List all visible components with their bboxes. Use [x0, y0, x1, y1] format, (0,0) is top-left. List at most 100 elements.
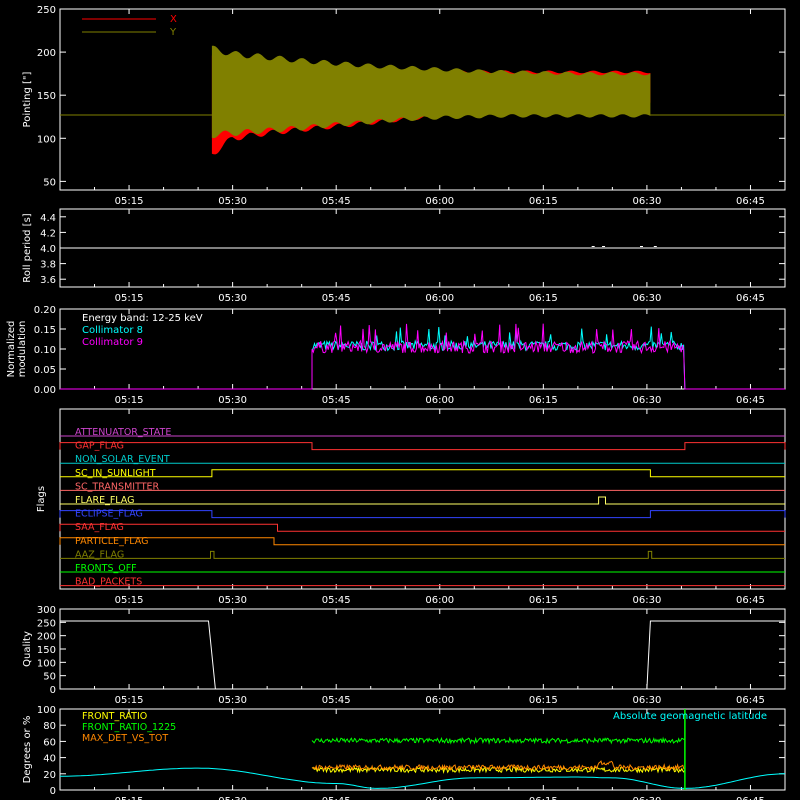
quality-ytick-label: 250	[37, 618, 56, 629]
roll-ytick-label: 3.6	[40, 275, 56, 286]
roll-xtick-label: 05:30	[218, 293, 247, 304]
quality-line	[60, 620, 785, 690]
pointing-xtick-label: 05:15	[115, 196, 144, 207]
pointing-xtick-label: 06:00	[425, 196, 454, 207]
ratios-legend-2: FRONT_RATIO_1225	[82, 722, 176, 733]
modulation-xtick-label: 05:30	[218, 395, 247, 406]
modulation-ylabel-line2: modulation	[17, 321, 28, 378]
ratios-xtick-label: 05:45	[322, 796, 351, 800]
flags-xtick-label: 05:15	[115, 595, 144, 606]
quality-ytick-label: 200	[37, 632, 56, 643]
modulation-xtick-label: 06:45	[736, 395, 765, 406]
ratios-xtick-label: 06:15	[529, 796, 558, 800]
pointing-ytick-label: 200	[37, 48, 56, 59]
flag-sc-in-sunlight-line	[60, 469, 785, 478]
modulation-collimator-9-line	[60, 323, 785, 390]
modulation-panel: 05:15 05:30 05:45 06:00 06:15 06:30 06:45 0.00 0…	[6, 305, 786, 406]
pointing-xtick-label: 05:30	[218, 196, 247, 207]
flags-xtick-label: 05:30	[218, 595, 247, 606]
flags-xtick-label: 05:45	[322, 595, 351, 606]
flag-fronts-off-label: FRONTS_OFF	[75, 563, 137, 574]
modulation-annotation: Energy band: 12-25 keV	[82, 313, 203, 324]
modulation-ylabel-line1: Normalized	[6, 321, 17, 378]
flag-sc-in-sunlight-label: SC_IN_SUNLIGHT	[75, 468, 156, 479]
roll-ytick-label: 4.4	[40, 213, 56, 224]
roll-xtick-label: 06:30	[632, 293, 661, 304]
flag-saa-flag-label: SAA_FLAG	[75, 522, 124, 533]
quality-panel: 05:15 05:30 05:45 06:00 06:15 06:30 06:45 0 50 10…	[22, 605, 786, 706]
pointing-ytick-label: 250	[37, 5, 56, 16]
ratios-legend-3: MAX_DET_VS_TOT	[82, 733, 168, 744]
quality-ytick-label: 150	[37, 645, 56, 656]
modulation-xtick-label: 06:00	[425, 395, 454, 406]
flag-attenuator-state-label: ATTENUATOR_STATE	[75, 427, 171, 438]
flag-eclipse-flag-label: ECLIPSE_FLAG	[75, 509, 143, 520]
ratios-ytick-label: 40	[43, 754, 56, 765]
flags-panel: 05:15 05:30 05:45 06:00 06:15 06:30 06:45 Flags…	[36, 408, 786, 606]
modulation-xtick-label: 06:30	[632, 395, 661, 406]
roll-ytick-label: 4.0	[40, 244, 56, 255]
modulation-ytick-label: 0.10	[34, 345, 56, 356]
modulation-xtick-label: 05:45	[322, 395, 351, 406]
flag-bad-packets-label: BAD_PACKETS	[75, 577, 142, 588]
flags-xtick-label: 06:00	[425, 595, 454, 606]
legend-Y-label: Y	[169, 27, 177, 38]
flag-particle-flag-label: PARTICLE_FLAG	[75, 536, 148, 547]
flag-gap-flag-label: GAP_FLAG	[75, 441, 124, 452]
ratios-xtick-label: 06:00	[425, 796, 454, 800]
roll-ytick-label: 3.8	[40, 260, 56, 271]
legend-X-label: X	[170, 14, 177, 25]
quality-ytick-label: 300	[37, 605, 56, 616]
pointing-xtick-label: 06:15	[529, 196, 558, 207]
ratios-front-ratio-1225-line	[311, 736, 686, 745]
ratios-ytick-label: 100	[37, 705, 56, 716]
quality-ytick-label: 0	[50, 685, 56, 696]
pointing-ytick-label: 50	[43, 177, 56, 188]
roll-xtick-label: 06:45	[736, 293, 765, 304]
flag-particle-flag-line	[59, 537, 785, 546]
pointing-xtick-label: 05:45	[322, 196, 351, 207]
quality-xtick-label: 06:30	[632, 695, 661, 706]
flags-xtick-label: 06:30	[632, 595, 661, 606]
pointing-ytick-label: 150	[37, 91, 56, 102]
modulation-ytick-label: 0.15	[34, 325, 56, 336]
flag-saa-flag-line	[59, 523, 785, 532]
quality-xtick-label: 05:30	[218, 695, 247, 706]
ratios-ytick-label: 0	[50, 786, 56, 797]
modulation-xtick-label: 05:15	[115, 395, 144, 406]
ratios-legend-1: FRONT_RATIO	[82, 711, 147, 722]
modulation-ytick-label: 0.20	[34, 305, 56, 316]
roll-ytick-label: 4.2	[40, 228, 56, 239]
flag-flare-flag-line	[60, 496, 785, 505]
quality-xtick-label: 06:00	[425, 695, 454, 706]
quality-xtick-label: 06:45	[736, 695, 765, 706]
flag-flare-flag-label: FLARE_FLAG	[75, 495, 135, 506]
quality-ytick-label: 50	[43, 672, 56, 683]
roll-panel: 05:15 05:30 05:45 06:00 06:15 06:30 06:45 3.6 3.…	[22, 208, 786, 304]
pointing-ylabel: Pointing ["]	[22, 71, 33, 127]
flags-ylabel: Flags	[36, 486, 47, 512]
flag-aaz-flag-line	[60, 550, 785, 559]
ratios-xtick-label: 06:45	[736, 796, 765, 800]
flag-eclipse-flag-line	[59, 510, 786, 519]
flag-non-solar-event-label: NON_SOLAR_EVENT	[75, 454, 170, 465]
ratios-ylabel: Degrees or %	[22, 716, 33, 784]
pointing-panel: 05:15 05:30 05:45 06:00 06:15 06:30 06:45 50 100…	[22, 5, 786, 207]
pointing-xtick-label: 06:30	[632, 196, 661, 207]
ratios-ytick-label: 80	[43, 721, 56, 732]
ratios-absolute-geomagnetic-latitude-line	[60, 767, 785, 789]
modulation-legend-2: Collimator 9	[82, 337, 143, 348]
modulation-legend-1: Collimator 8	[82, 325, 143, 336]
flags-axes-frame	[59, 408, 786, 590]
roll-ylabel: Roll period [s]	[22, 213, 33, 282]
ratios-xtick-label: 05:15	[115, 796, 144, 800]
ratios-axes-frame	[59, 708, 786, 791]
quality-ylabel: Quality	[22, 631, 33, 667]
roll-xtick-label: 05:15	[115, 293, 144, 304]
roll-xtick-label: 06:00	[425, 293, 454, 304]
roll-xtick-label: 06:15	[529, 293, 558, 304]
ratios-max-det-vs-tot-line	[312, 760, 685, 772]
ratios-ytick-label: 20	[43, 770, 56, 781]
ratios-legend-geomagnetic: Absolute geomagnetic latitude	[613, 711, 767, 722]
